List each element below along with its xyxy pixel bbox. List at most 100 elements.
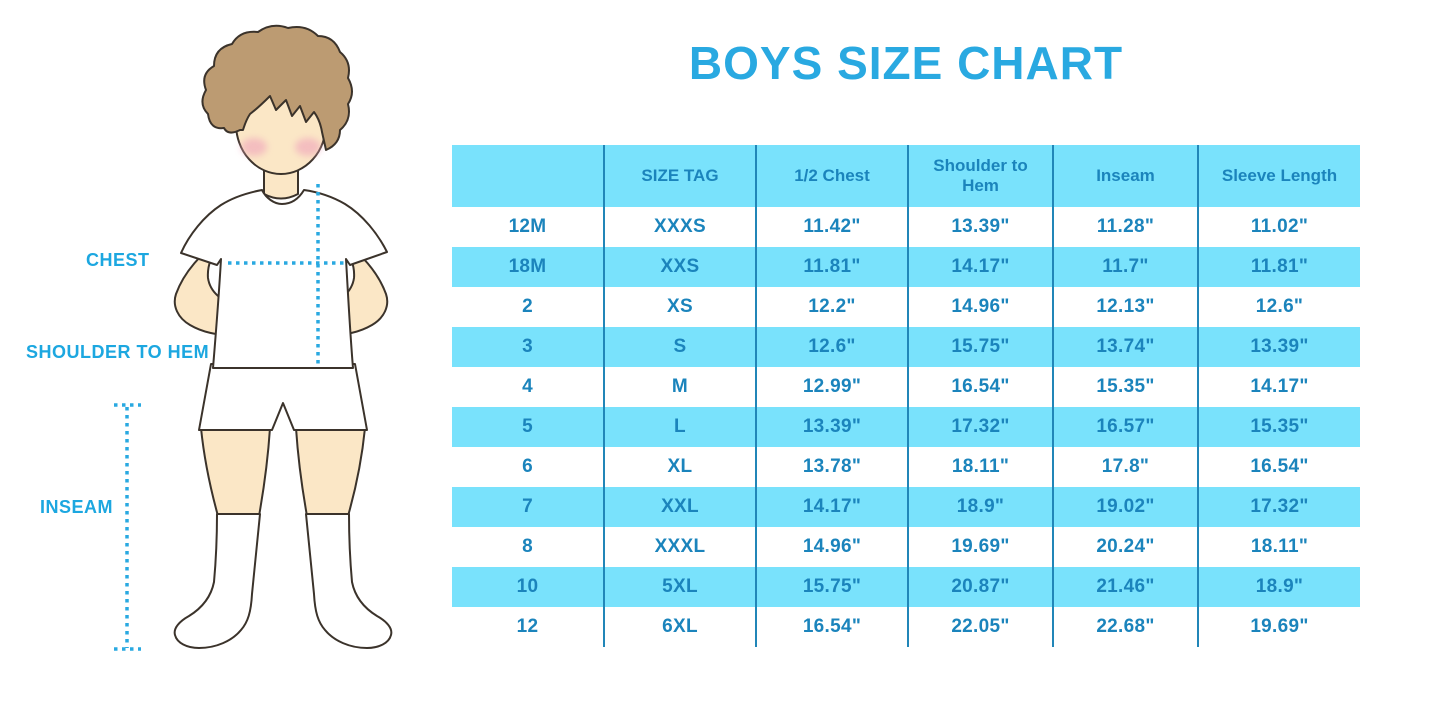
value-cell: 13.78" (755, 447, 907, 487)
value-cell: XXXS (603, 207, 755, 247)
value-cell: 15.35" (1052, 367, 1197, 407)
table-row: 10 5XL 15.75" 20.87" 21.46" 18.9" (452, 567, 1360, 607)
boy-tshirt (180, 189, 388, 369)
value-cell: 20.87" (907, 567, 1052, 607)
value-cell: 14.17" (907, 247, 1052, 287)
value-cell: 17.32" (1197, 487, 1360, 527)
chest-label: CHEST (86, 250, 150, 270)
column-header: SIZE TAG (603, 145, 755, 207)
value-cell: 19.02" (1052, 487, 1197, 527)
value-cell: 12.13" (1052, 287, 1197, 327)
table-row: 4 M 12.99" 16.54" 15.35" 14.17" (452, 367, 1360, 407)
value-cell: XL (603, 447, 755, 487)
boy-shorts (198, 363, 368, 431)
value-cell: 11.7" (1052, 247, 1197, 287)
boy-hair (201, 24, 353, 151)
boy-illustration (114, 24, 393, 651)
table-row: 18M XXS 11.81" 14.17" 11.7" 11.81" (452, 247, 1360, 287)
value-cell: 12.2" (755, 287, 907, 327)
value-cell: XXS (603, 247, 755, 287)
table-row: 3 S 12.6" 15.75" 13.74" 13.39" (452, 327, 1360, 367)
value-cell: 18.9" (1197, 567, 1360, 607)
value-cell: 13.39" (755, 407, 907, 447)
boy-right-sock (305, 513, 393, 649)
value-cell: 16.54" (907, 367, 1052, 407)
value-cell: 16.54" (755, 607, 907, 647)
boy-left-sock (173, 513, 261, 649)
table-row: 6 XL 13.78" 18.11" 17.8" 16.54" (452, 447, 1360, 487)
size-cell: 4 (522, 376, 533, 397)
value-cell: 17.8" (1052, 447, 1197, 487)
value-cell: 15.35" (1197, 407, 1360, 447)
value-cell: 21.46" (1052, 567, 1197, 607)
value-cell: 22.05" (907, 607, 1052, 647)
size-cell: 2 (522, 296, 533, 317)
size-cell: 18M (508, 256, 547, 277)
column-header: Sleeve Length (1197, 145, 1360, 207)
value-cell: 19.69" (907, 527, 1052, 567)
value-cell: 18.11" (907, 447, 1052, 487)
size-cell: 5 (522, 416, 533, 437)
value-cell: L (603, 407, 755, 447)
value-cell: 6XL (603, 607, 755, 647)
value-cell: 14.96" (907, 287, 1052, 327)
size-cell: 10 (516, 576, 539, 597)
size-cell: 12M (508, 216, 547, 237)
table-row: 12M XXXS 11.42" 13.39" 11.28" 11.02" (452, 207, 1360, 247)
table-row: 8 XXXL 14.96" 19.69" 20.24" 18.11" (452, 527, 1360, 567)
size-cell: 7 (522, 496, 533, 517)
value-cell: 11.42" (755, 207, 907, 247)
value-cell: 12.6" (755, 327, 907, 367)
size-cell: 3 (522, 336, 533, 357)
value-cell: 16.57" (1052, 407, 1197, 447)
boy-right-leg (295, 427, 366, 517)
value-cell: 15.75" (755, 567, 907, 607)
value-cell: XXXL (603, 527, 755, 567)
table-row: 7 XXL 14.17" 18.9" 19.02" 17.32" (452, 487, 1360, 527)
column-header: Inseam (1052, 145, 1197, 207)
column-header (452, 145, 603, 207)
value-cell: 20.24" (1052, 527, 1197, 567)
value-cell: 12.6" (1197, 287, 1360, 327)
table-row: 2 XS 12.2" 14.96" 12.13" 12.6" (452, 287, 1360, 327)
table-header-row: SIZE TAG 1/2 Chest Shoulder to Hem Inseam Sl… (452, 145, 1360, 207)
value-cell: 11.28" (1052, 207, 1197, 247)
table-row: 5 L 13.39" 17.32" 16.57" 15.35" (452, 407, 1360, 447)
boy-left-leg (200, 427, 271, 517)
value-cell: 13.74" (1052, 327, 1197, 367)
value-cell: 5XL (603, 567, 755, 607)
value-cell: 12.99" (755, 367, 907, 407)
size-cell: 6 (522, 456, 533, 477)
value-cell: S (603, 327, 755, 367)
measurement-figure: CHEST SHOULDER TO HEM INSEAM (0, 0, 445, 723)
value-cell: 14.96" (755, 527, 907, 567)
size-cell: 12 (516, 616, 539, 637)
size-table: SIZE TAG 1/2 Chest Shoulder to Hem Inseam Sl… (452, 145, 1360, 647)
table-row: 12 6XL 16.54" 22.05" 22.68" 19.69" (452, 607, 1360, 647)
value-cell: XXL (603, 487, 755, 527)
page-title: BOYS SIZE CHART (688, 37, 1124, 89)
shoulder-to-hem-label: SHOULDER TO HEM (26, 342, 210, 362)
value-cell: 11.81" (1197, 247, 1360, 287)
value-cell: 15.75" (907, 327, 1052, 367)
value-cell: 11.02" (1197, 207, 1360, 247)
column-header: Shoulder to Hem (907, 145, 1052, 207)
value-cell: XS (603, 287, 755, 327)
value-cell: 13.39" (907, 207, 1052, 247)
value-cell: 17.32" (907, 407, 1052, 447)
value-cell: 18.9" (907, 487, 1052, 527)
value-cell: 16.54" (1197, 447, 1360, 487)
column-header: 1/2 Chest (755, 145, 907, 207)
value-cell: 14.17" (1197, 367, 1360, 407)
value-cell: 18.11" (1197, 527, 1360, 567)
inseam-label: INSEAM (40, 497, 114, 517)
boy-blush (241, 138, 321, 156)
value-cell: 22.68" (1052, 607, 1197, 647)
value-cell: 19.69" (1197, 607, 1360, 647)
value-cell: M (603, 367, 755, 407)
value-cell: 13.39" (1197, 327, 1360, 367)
table-body: 12M XXXS 11.42" 13.39" 11.28" 11.02" 18M XXS 11.… (452, 207, 1360, 647)
value-cell: 11.81" (755, 247, 907, 287)
value-cell: 14.17" (755, 487, 907, 527)
